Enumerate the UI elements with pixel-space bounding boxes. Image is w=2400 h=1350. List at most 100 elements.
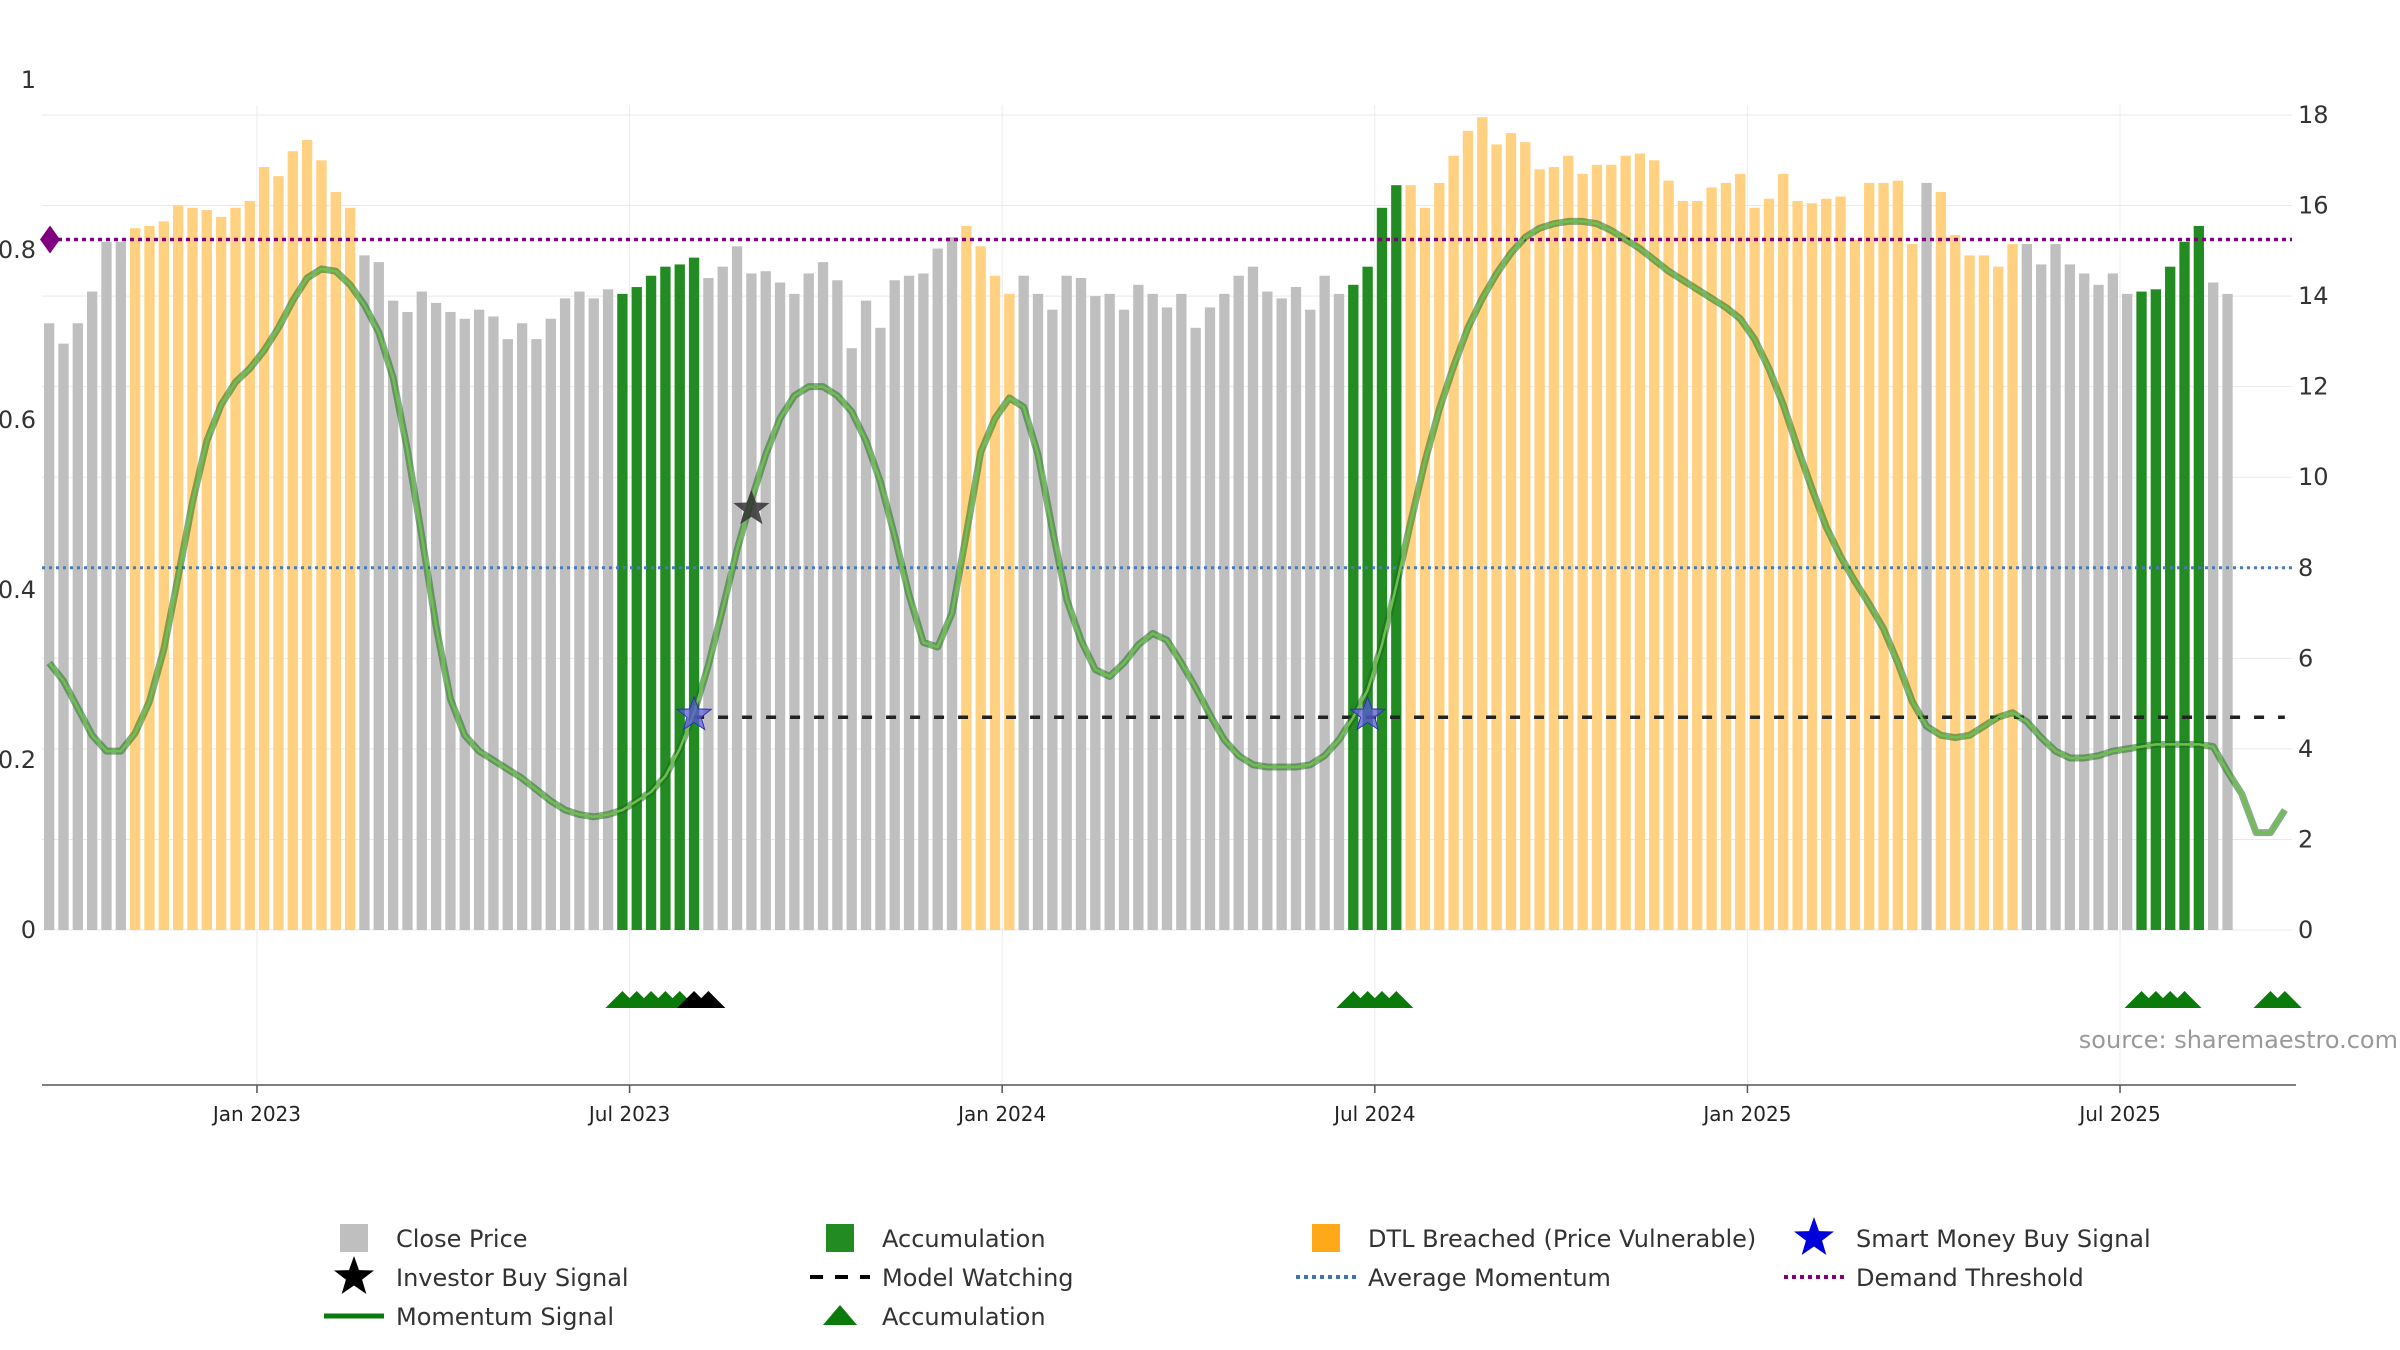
accumulation-bar <box>2179 241 2190 930</box>
legend-item: Accumulation <box>826 1224 1046 1253</box>
dtl-breached-bar <box>1634 153 1646 931</box>
legend-item: Momentum Signal <box>324 1303 614 1331</box>
x-tick-label: Jan 2024 <box>956 1102 1046 1126</box>
momentum-line <box>46 217 2288 837</box>
accumulation-bar <box>2150 289 2162 930</box>
dtl-breached-bar <box>1004 293 1015 931</box>
close-price-bar <box>731 246 743 930</box>
close-price-bar <box>72 323 83 930</box>
y-right-tick-label: 6 <box>2298 644 2313 672</box>
dtl-breached-bar <box>1534 169 1545 930</box>
dtl-breached-bar <box>215 216 227 931</box>
close-price-bar <box>1219 293 1230 931</box>
dtl-breached-bar <box>316 160 327 930</box>
legend-square <box>1312 1224 1340 1252</box>
close-price-bar <box>1190 327 1201 930</box>
close-price-bar <box>875 327 886 930</box>
close-price-bar <box>602 289 614 930</box>
accumulation-bar <box>2136 291 2147 931</box>
close-price-bar <box>889 280 900 930</box>
y-left-tick-label: 0 <box>21 916 36 944</box>
close-price-bar <box>946 237 958 930</box>
close-price-bar <box>2050 244 2061 931</box>
dtl-breached-bar <box>201 210 212 930</box>
y-right-tick-label: 0 <box>2298 916 2313 944</box>
close-price-bar <box>473 309 485 930</box>
dtl-breached-bar <box>287 151 298 931</box>
close-price-bar <box>502 339 513 930</box>
dtl-breached-bar <box>1878 182 1889 931</box>
close-price-bar <box>918 273 929 931</box>
dtl-breached-bar <box>2007 244 2018 931</box>
close-price-bar <box>1262 291 1273 931</box>
close-price-bar <box>402 311 413 931</box>
accumulation-bar <box>1348 284 1359 930</box>
dtl-breached-bar <box>1563 155 1574 930</box>
close-price-bar <box>1161 307 1173 930</box>
dtl-breached-bar <box>1663 180 1674 930</box>
dtl-breached-bar <box>1692 201 1703 930</box>
dtl-breached-bar <box>1821 198 1832 930</box>
momentum-signal-line <box>48 220 2286 834</box>
close-price-bar <box>574 291 585 931</box>
close-price-bar <box>2064 264 2076 930</box>
close-price-bar <box>1204 307 1216 930</box>
close-price-bar <box>1047 309 1058 930</box>
y-right-tick-label: 14 <box>2298 282 2329 310</box>
close-price-bar <box>488 316 499 930</box>
legend-label: Demand Threshold <box>1856 1264 2084 1292</box>
dtl-breached-bar <box>1606 164 1617 930</box>
dtl-breached-bar <box>1419 207 1431 930</box>
legend-triangle <box>823 1305 857 1325</box>
close-price-bar <box>1176 293 1187 931</box>
close-price-bar <box>2079 273 2090 931</box>
dtl-breached-bar <box>230 207 241 930</box>
dtl-breached-bar <box>1993 266 2004 930</box>
dtl-breached-bar <box>1591 164 1603 930</box>
close-price-bar <box>588 298 599 930</box>
legend-square <box>340 1224 368 1252</box>
dtl-breached-bar <box>330 191 341 931</box>
y-right-tick-label: 16 <box>2298 192 2329 220</box>
close-price-bar <box>2093 284 2104 930</box>
legend-label: Investor Buy Signal <box>396 1264 629 1292</box>
demand-threshold-diamond <box>40 225 60 254</box>
close-price-bar <box>1305 309 1316 930</box>
close-price-bar <box>1018 275 1029 930</box>
close-price-bar <box>416 291 427 931</box>
close-price-bar <box>101 241 112 930</box>
dtl-breached-bar <box>1448 155 1459 930</box>
legend-square <box>826 1224 854 1252</box>
dtl-breached-bar <box>1792 201 1803 930</box>
investor-triangle <box>691 991 726 1008</box>
dtl-breached-bar <box>1434 182 1445 931</box>
close-price-bar <box>803 273 814 931</box>
y-left-tick-label: 1 <box>21 66 36 94</box>
close-price-bar <box>2122 293 2133 931</box>
dtl-breached-bar <box>301 139 313 930</box>
close-price-bar <box>531 339 542 930</box>
close-price-bar <box>2036 264 2047 930</box>
source-label: source: sharemaestro.com <box>2079 1026 2398 1054</box>
y-right-tick-label: 2 <box>2298 825 2313 853</box>
accumulation-bar <box>660 266 671 930</box>
dtl-breached-bar <box>144 225 155 930</box>
accumulation-bar <box>645 275 657 930</box>
legend-item: Investor Buy Signal <box>334 1256 629 1294</box>
investor-buy-star <box>733 489 770 525</box>
legend-item: Average Momentum <box>1296 1264 1611 1292</box>
dtl-breached-bar <box>273 176 284 931</box>
legend-item: Accumulation <box>823 1303 1046 1331</box>
dtl-breached-bar <box>1892 180 1904 930</box>
legend-star <box>1794 1217 1834 1255</box>
accumulation-bar <box>1391 185 1402 930</box>
dtl-breached-bar <box>1806 203 1818 931</box>
close-price-bar <box>445 311 456 931</box>
dtl-breached-bar <box>961 225 972 930</box>
legend-item: Demand Threshold <box>1784 1264 2084 1292</box>
legend-label: Smart Money Buy Signal <box>1856 1225 2151 1253</box>
dtl-breached-bar <box>1405 185 1416 930</box>
close-price-bar <box>1090 296 1101 930</box>
accumulation-bar <box>688 257 700 931</box>
